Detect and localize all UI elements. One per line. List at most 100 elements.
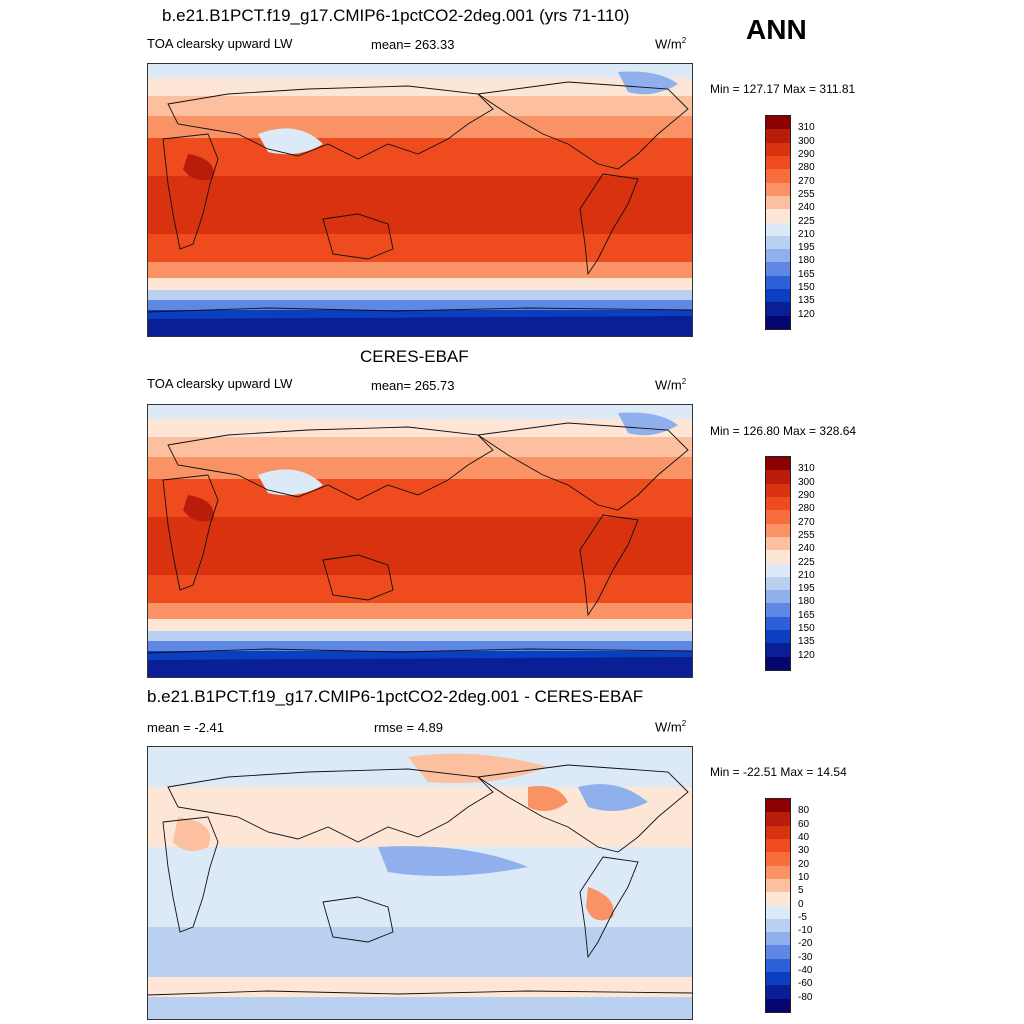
colorbar-swatch [766,129,790,143]
colorbar-tick-label: -80 [798,991,813,1003]
colorbar-swatch [766,616,790,631]
colorbar-tick-label: 195 [798,583,815,595]
field-blob [528,786,568,811]
panel-1-variable-label: TOA clearsky upward LW [147,36,293,51]
colorbar-tick-label: 180 [798,255,815,267]
coastline [148,990,692,996]
field-band [148,290,692,300]
panel-3-colorbar [765,798,791,1013]
colorbar-tick-label: 135 [798,295,815,307]
colorbar-swatch [766,483,790,497]
coastline [162,133,219,250]
colorbar-swatch [766,142,790,156]
panel-1-units: W/m2 [655,36,687,52]
colorbar-swatch [766,825,790,839]
colorbar-tick-label: 280 [798,503,815,515]
field-blob [258,469,323,496]
panel-2-units: W/m2 [655,377,687,393]
colorbar-tick-label: -40 [798,965,813,977]
field-blob [258,128,323,155]
colorbar-tick-label: -30 [798,951,813,963]
panel-1-title: b.e21.B1PCT.f19_g17.CMIP6-1pctCO2-2deg.0… [162,6,630,25]
colorbar-tick-label: -5 [798,911,807,923]
colorbar-swatch [766,496,790,511]
colorbar-tick-label: 300 [798,135,815,147]
colorbar-swatch [766,550,790,564]
colorbar-swatch [766,656,790,670]
colorbar-tick-label: 240 [798,543,815,555]
field-band [148,405,692,419]
colorbar-swatch [766,918,790,933]
colorbar-swatch [766,905,790,919]
colorbar-tick-label: 165 [798,609,815,621]
colorbar-swatch [766,958,790,973]
panel-3-mean-label: mean = -2.41 [147,720,224,735]
panel-2-title: CERES-EBAF [360,347,469,366]
colorbar-swatch [766,457,790,471]
field-band [148,116,692,138]
colorbar-tick-label: 120 [798,308,815,320]
colorbar-swatch [766,985,790,999]
field-band [148,64,692,78]
colorbar-swatch [766,470,790,484]
colorbar-swatch [766,262,790,276]
colorbar-tick-label: 225 [798,215,815,227]
panel-3-minmax: Min = -22.51 Max = 14.54 [710,765,847,779]
field-blob [378,846,528,876]
colorbar-tick-label: -60 [798,978,813,990]
coastline [162,816,219,933]
coastline [579,856,639,959]
field-band [148,96,692,116]
coastline [148,307,692,313]
coastline [579,173,639,276]
colorbar-tick-label: 255 [798,529,815,541]
colorbar-swatch [766,998,790,1012]
colorbar-swatch [766,563,790,577]
panel-3-map [147,746,693,1020]
colorbar-tick-label: 150 [798,623,815,635]
colorbar-tick-label: 310 [798,463,815,475]
panel-3-rmse-label: rmse = 4.89 [374,720,444,735]
colorbar-tick-label: 300 [798,476,815,488]
colorbar-tick-label: 120 [798,649,815,661]
colorbar-swatch [766,275,790,290]
panel-2-map [147,404,693,678]
colorbar-tick-label: 40 [798,831,810,843]
field-band [148,517,692,575]
field-band [148,575,692,603]
colorbar-tick-label: 255 [798,188,815,200]
field-blob [586,887,614,921]
colorbar-tick-label: -10 [798,925,813,937]
field-band [148,619,692,631]
coastline [167,85,494,160]
colorbar-swatch [766,116,790,130]
colorbar-swatch [766,892,790,906]
field-band [148,997,692,1019]
panel-2-colorbar [765,456,791,671]
field-blob [173,817,210,851]
colorbar-tick-label: 10 [798,871,810,883]
colorbar-swatch [766,302,790,316]
colorbar-swatch [766,249,790,263]
colorbar-swatch [766,576,790,591]
colorbar-tick-label: 0 [798,898,804,910]
coastline [579,514,639,617]
field-blob [183,154,214,181]
field-band [148,234,692,262]
colorbar-swatch [766,169,790,183]
coastline [162,474,219,591]
colorbar-swatch [766,643,790,657]
coastline [476,81,689,170]
field-band [148,641,692,651]
colorbar-swatch [766,209,790,223]
panel-1-mean-label: mean= 263.33 [371,37,455,52]
colorbar-tick-label: 195 [798,242,815,254]
coastline [167,426,494,501]
field-band [148,603,692,619]
field-blob [148,657,692,677]
colorbar-swatch [766,195,790,210]
panel-3-title: b.e21.B1PCT.f19_g17.CMIP6-1pctCO2-2deg.0… [147,687,644,706]
colorbar-tick-label: 210 [798,228,815,240]
colorbar-swatch [766,603,790,617]
colorbar-tick-label: 135 [798,636,815,648]
